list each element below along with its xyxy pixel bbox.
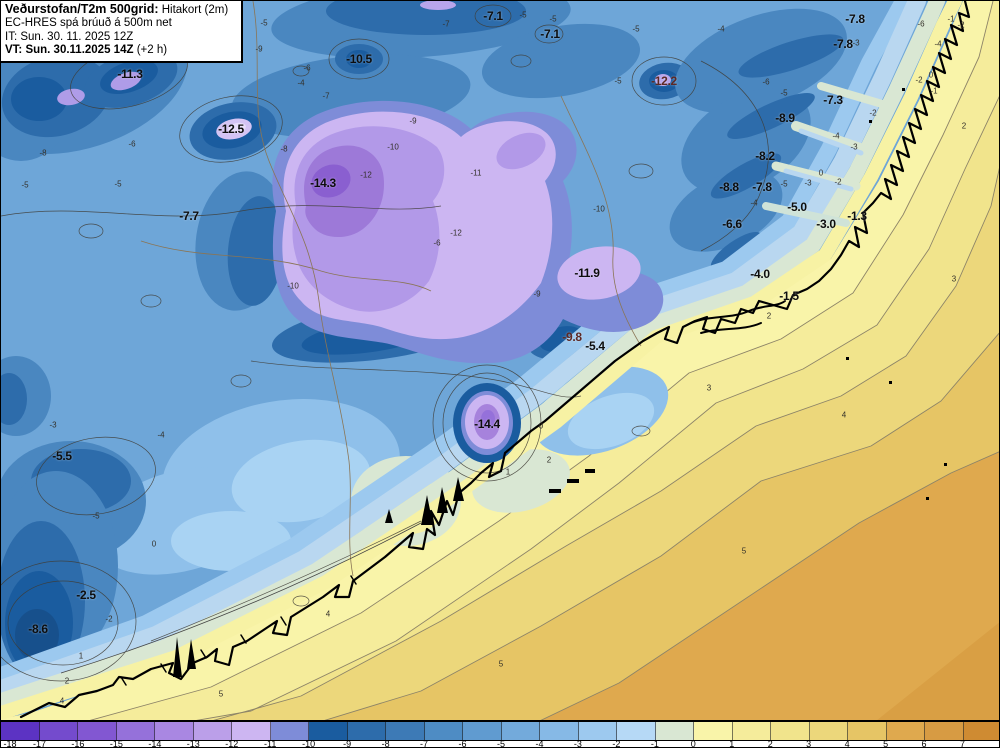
colorbar-cell [617,722,656,740]
colorbar-cell [848,722,887,740]
colorbar-tick-label: -2 [612,739,621,748]
colorbar-tick-label: 4 [844,739,850,748]
colorbar-tick-label: -18 [3,739,17,748]
colorbar-cell [270,722,309,740]
colorbar-cell [424,722,463,740]
colorbar-cell [463,722,502,740]
colorbar-cell [732,722,771,740]
title-box: Veðurstofan/T2m 500grid: Hitakort (2m) E… [1,1,243,63]
title-line-valid-time: VT: Sun. 30.11.2025 14Z (+2 h) [5,44,233,57]
colorbar-tick-label: -16 [71,739,85,748]
title-line-model: Veðurstofan/T2m 500grid: Hitakort (2m) [5,2,233,17]
colorbar-tick-label: -7 [420,739,429,748]
colorbar-tick-label: 5 [883,739,889,748]
colorbar-tick-label: 3 [806,739,812,748]
colorbar-cell [886,722,925,740]
colorbar-tick-label: -12 [225,739,239,748]
colorbar-cell [309,722,348,740]
colorbar-cells [1,720,999,741]
colorbar-tick-label: 0 [690,739,696,748]
title-line-source: EC-HRES spá brúuð á 500m net [5,17,172,30]
colorbar-ticks: -18 -17 -16 -15 -14 -13 -12 -11 -10 -9 -8 -7 -6 -5 -4-… [1,739,999,748]
colorbar-cell [501,722,540,740]
colorbar-tick-label: -11 [264,739,277,748]
colorbar-cell [193,722,232,740]
colorbar-cell [232,722,271,740]
valid-time: VT: Sun. 30.11.2025 14Z [5,44,134,57]
temperature-colorbar: -18 -17 -16 -15 -14 -13 -12 -11 -10 -9 -8 -7 -6 -5 -4-… [1,720,999,748]
colorbar-tick-label: -15 [109,739,123,748]
colorbar-tick-label: -6 [458,739,467,748]
colorbar-tick-label: -17 [32,739,46,748]
colorbar-cell [540,722,579,740]
colorbar-tick-label: -8 [381,739,390,748]
colorbar-cell [771,722,810,740]
title-line-init-time: IT: Sun. 30. 11. 2025 12Z [5,30,134,43]
colorbar-cell [809,722,848,740]
colorbar-cell [39,722,78,740]
colorbar-cell [655,722,694,740]
colorbar-tick-label: 1 [729,739,735,748]
colorbar-tick-label: 2 [767,739,773,748]
colorbar-cell [963,722,999,740]
colorbar-tick-label: -5 [496,739,506,748]
map-area [1,1,999,720]
colorbar-tick-label: -10 [302,739,316,748]
colorbar-tick-label: -3 [573,739,582,748]
colorbar-cell [694,722,733,740]
colorbar-cell [1,722,40,740]
colorbar-tick-label: -9 [343,739,352,748]
colorbar-cell [386,722,425,740]
map-type: Hitakort (2m) [158,4,229,16]
colorbar-tick-label: -4 [535,739,544,748]
colorbar-tick-label: -13 [186,739,200,748]
model-name: Veðurstofan/T2m 500grid: [5,2,159,16]
lead-time: (+2 h) [133,44,168,57]
colorbar-cell [578,722,617,740]
colorbar-cell [155,722,194,740]
colorbar-cell [116,722,155,740]
temperature-contour-map [1,1,999,720]
colorbar-cell [347,722,386,740]
colorbar-tick-label: -1 [650,739,659,748]
colorbar-cell [925,722,964,740]
colorbar-tick-label: -14 [148,739,162,748]
colorbar-tick-label: 7 [960,739,966,748]
colorbar-tick-label: 6 [921,739,927,748]
colorbar-cell [78,722,117,740]
